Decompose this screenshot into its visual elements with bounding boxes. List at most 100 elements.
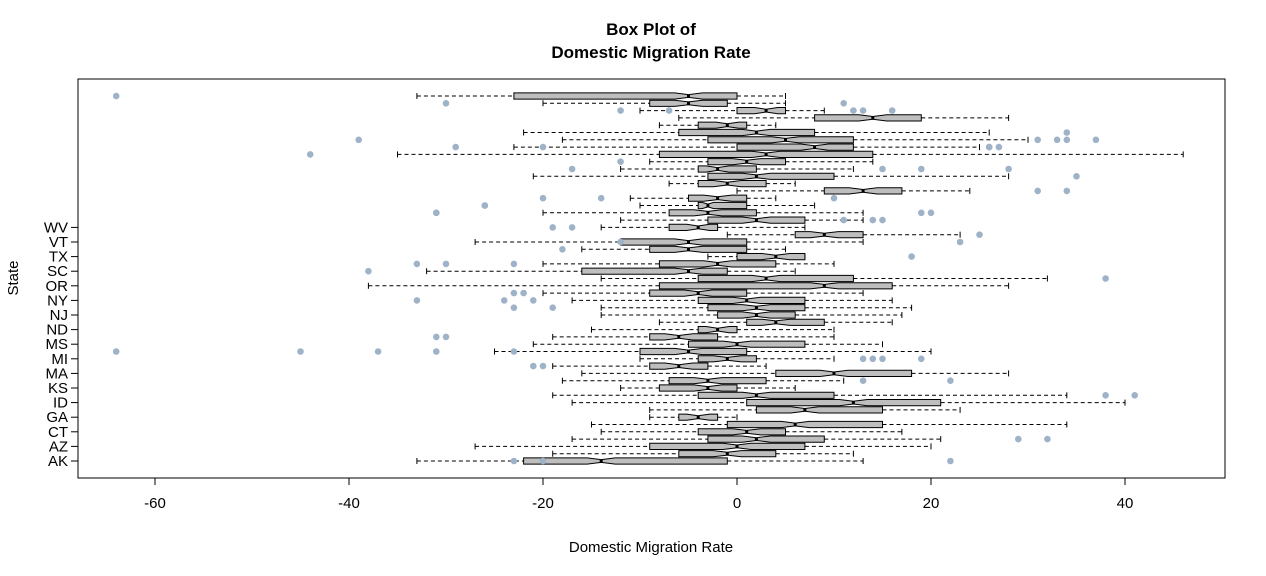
- outlier-point: [306, 151, 314, 158]
- box-body: [658, 282, 893, 290]
- outlier-point: [442, 260, 450, 268]
- box-body: [707, 172, 835, 180]
- box-36: [539, 194, 838, 202]
- box-body: [755, 406, 883, 414]
- box-body: [639, 347, 748, 356]
- box-SC: [365, 267, 796, 275]
- box-NY: [413, 296, 893, 304]
- y-tick-label: CT: [48, 424, 68, 441]
- box-ME: [530, 362, 767, 370]
- outlier-point: [568, 224, 576, 231]
- box-AZ: [474, 442, 932, 450]
- outlier-point: [539, 143, 547, 151]
- box-ND: [591, 326, 835, 334]
- x-axis-label: Domestic Migration Rate: [569, 539, 733, 556]
- box-body: [581, 267, 728, 275]
- y-tick-label: VT: [49, 234, 68, 251]
- y-tick-label: SC: [47, 263, 68, 280]
- outlier-point: [1131, 392, 1138, 399]
- outlier-point: [500, 297, 508, 304]
- box-body: [658, 384, 738, 392]
- outlier-point: [869, 355, 877, 363]
- box-body: [707, 435, 825, 443]
- outlier-point: [510, 260, 518, 268]
- box-body: [649, 333, 719, 341]
- box-body: [697, 165, 757, 173]
- box-VT: [474, 238, 964, 246]
- outlier-point: [1102, 392, 1109, 399]
- box-body: [794, 231, 864, 239]
- outlier-point: [530, 297, 537, 304]
- box-KS: [620, 384, 796, 392]
- box-MS: [532, 340, 883, 348]
- y-tick-label: MA: [46, 365, 69, 382]
- outlier-point: [1005, 165, 1012, 173]
- box-body: [746, 318, 825, 326]
- outlier-point: [433, 348, 440, 355]
- outlier-point: [879, 216, 886, 224]
- outlier-point: [1044, 435, 1051, 443]
- box-AL: [552, 450, 854, 458]
- x-tick-label: -20: [532, 495, 554, 512]
- box-48: [617, 107, 896, 115]
- box-OR: [367, 282, 1010, 290]
- outlier-point: [956, 238, 964, 246]
- outlier-point: [510, 348, 518, 355]
- outlier-point: [869, 216, 877, 224]
- outlier-point: [665, 107, 673, 114]
- outlier-point: [413, 260, 421, 268]
- plot-area-frame: [77, 78, 1226, 479]
- y-tick-label: AZ: [49, 438, 68, 455]
- box-KY: [561, 377, 954, 385]
- x-tick-label: -40: [338, 495, 360, 512]
- box-body: [736, 253, 806, 261]
- box-46: [658, 121, 777, 129]
- y-tick-label: OR: [46, 278, 69, 295]
- outlier-point: [452, 143, 460, 151]
- y-tick-label: ND: [46, 322, 68, 339]
- box-body: [746, 399, 942, 407]
- box-body: [678, 128, 816, 137]
- x-tick-label: 40: [1117, 495, 1134, 512]
- box-body: [513, 92, 738, 100]
- y-tick-label: KS: [48, 380, 68, 397]
- box-UT: [559, 245, 786, 253]
- outlier-point: [112, 92, 120, 100]
- outlier-point: [985, 143, 993, 151]
- box-35: [481, 201, 816, 210]
- x-tick-label: 20: [923, 495, 940, 512]
- box-WA: [726, 231, 983, 239]
- outlier-point: [433, 209, 440, 217]
- outlier-point: [520, 289, 527, 297]
- outlier-point: [908, 253, 915, 260]
- box-37: [736, 187, 1071, 195]
- box-body: [697, 180, 767, 188]
- box-DE: [591, 420, 1068, 429]
- outlier-point: [481, 202, 489, 209]
- box-GA: [649, 413, 738, 421]
- outlier-point: [510, 457, 518, 465]
- outlier-point: [530, 362, 537, 370]
- outlier-point: [1102, 275, 1109, 282]
- box-body: [697, 391, 835, 399]
- box-42: [306, 150, 1184, 158]
- box-OK: [510, 289, 864, 297]
- outlier-point: [297, 348, 304, 355]
- box-WY: [620, 216, 886, 224]
- outlier-point: [539, 457, 547, 465]
- y-tick-label: GA: [46, 409, 68, 426]
- box-body: [736, 107, 786, 115]
- box-45: [523, 128, 1071, 137]
- outlier-point: [549, 304, 556, 312]
- box-body: [697, 121, 748, 129]
- box-50: [112, 92, 786, 100]
- outlier-point: [442, 100, 450, 107]
- outlier-point: [859, 107, 867, 114]
- outlier-point: [1063, 187, 1071, 195]
- outlier-point: [859, 355, 867, 363]
- box-MN: [112, 347, 932, 356]
- outlier-point: [617, 107, 624, 114]
- y-tick-label: TX: [49, 249, 68, 266]
- chart-title-line1: Box Plot of: [606, 20, 696, 39]
